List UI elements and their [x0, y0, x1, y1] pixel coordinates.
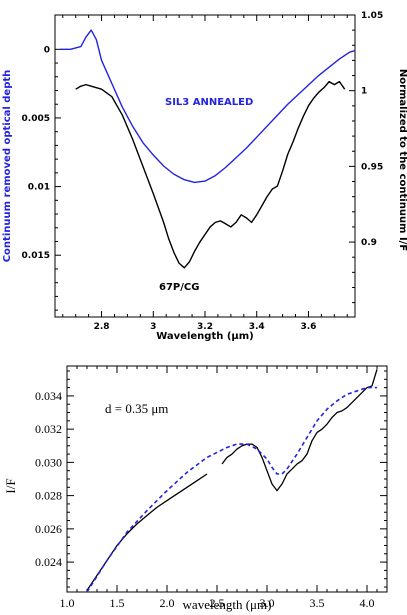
bottom-model-dashed: [86, 386, 377, 593]
bottom-y-tick-label: 0.024: [35, 555, 62, 569]
bottom-x-tick-label: 1.0: [60, 596, 75, 610]
top-x-tick-label: 3.2: [197, 322, 213, 332]
bottom-y-tick-label: 0.028: [35, 489, 62, 503]
top-left-y-tick-label: 0.015: [22, 251, 50, 261]
top-annotation-67p: 67P/CG: [159, 282, 199, 293]
top-annotation-sil3: SIL3 ANNEALED: [165, 97, 253, 108]
bottom-x-tick-label: 2.0: [160, 596, 175, 610]
bottom-x-axis-label: wavelength (μm): [183, 597, 272, 612]
top-left-y-tick-label: 0: [44, 45, 50, 55]
top-left-y-axis-label: Continuum removed optical depth: [2, 70, 13, 263]
bottom-y-tick-label: 0.034: [35, 389, 62, 403]
top-right-y-tick-label: 1: [361, 87, 367, 97]
bottom-observed-segment-1: [86, 473, 208, 591]
top-chart: 2.8 3 3.2 3.4 3.6 0 0.005 0.01 0.015 1.05 1 0.95 0.9…: [2, 11, 407, 342]
top-right-y-tick-label: 0.95: [361, 162, 383, 172]
top-left-y-tick-label: 0.01: [28, 183, 50, 193]
top-x-tick-label: 3: [150, 322, 156, 332]
top-x-tick-label: 3.6: [300, 322, 316, 332]
bottom-y-tick-label: 0.030: [35, 455, 62, 469]
top-right-y-tick-label: 1.05: [361, 11, 383, 21]
top-x-axis-label: Wavelength (μm): [156, 331, 254, 342]
bottom-annotation: d = 0.35 μm: [105, 401, 168, 416]
bottom-x-tick-label: 4.0: [360, 596, 375, 610]
top-right-y-tick-label: 0.9: [361, 238, 377, 248]
bottom-y-tick-label: 0.026: [35, 522, 62, 536]
bottom-x-tick-label: 3.0: [260, 596, 275, 610]
top-x-tick-label: 2.8: [94, 322, 110, 332]
bottom-observed-segment-2: [221, 369, 378, 492]
bottom-y-tick-label: 0.032: [35, 422, 62, 436]
top-series-sil3-annealed: [60, 29, 356, 184]
top-right-y-axis-label: Normalized to the continuum I/F: [397, 69, 407, 251]
top-x-tick-label: 3.4: [249, 322, 265, 332]
bottom-x-tick-label: 1.5: [110, 596, 125, 610]
top-left-y-tick-label: 0.005: [22, 114, 50, 124]
bottom-y-axis-label: I/F: [3, 478, 18, 493]
top-plot-frame: [54, 14, 356, 318]
top-series-67p-cg: [75, 80, 346, 269]
bottom-chart: 1.0 1.5 2.0 2.5 3.0 3.5 4.0 0.024 0.026 0.028 0.03…: [3, 365, 388, 612]
bottom-x-tick-label: 3.5: [310, 596, 325, 610]
bottom-x-tick-label: 2.5: [210, 596, 225, 610]
